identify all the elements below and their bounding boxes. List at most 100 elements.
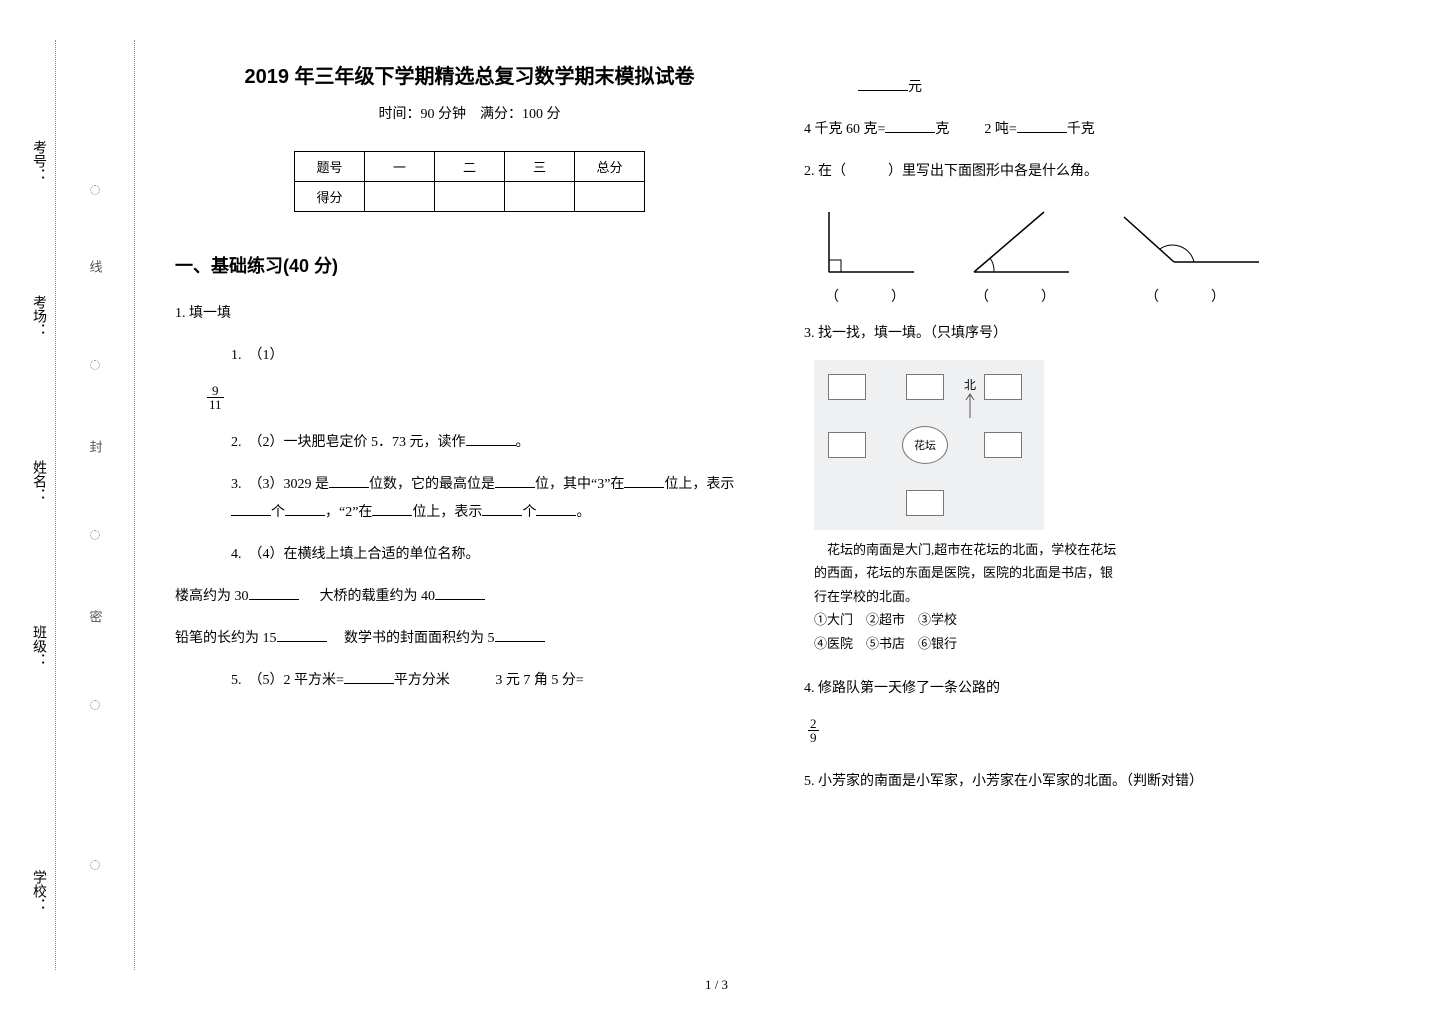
strip-circle [90, 360, 100, 370]
blank [624, 474, 664, 488]
q1-3: 3. （3）3029 是位数，它的最高位是位，其中“3”在位上，表示个，“2”在… [231, 471, 764, 527]
score-head: 一 [365, 152, 435, 182]
text: 铅笔的长约为 15 [175, 631, 277, 646]
q5: 5. 小芳家的南面是小军家，小芳家在小军家的北面。（判断对错） [804, 768, 1393, 796]
right-angle-icon [814, 202, 924, 282]
field-class: 班级： [28, 625, 48, 667]
text: 。 [516, 435, 530, 450]
text: 4 千克 60 克= [804, 122, 885, 137]
blank [885, 119, 935, 133]
text: 位上，表示 [412, 505, 482, 520]
angle-acute: （ ） [954, 202, 1084, 306]
text: 平方分米 [394, 673, 450, 688]
blank [1017, 119, 1067, 133]
map-bldg [828, 432, 866, 458]
right-column: 3 元 7 角 5 分= 元 4 千克 60 克=克 2 吨=千克 2. 在（ … [804, 60, 1393, 971]
q1-4-line2: 铅笔的长约为 15 数学书的封面面积约为 5 [175, 625, 764, 653]
score-head: 三 [505, 152, 575, 182]
q1-2: 2. （2）一块肥皂定价 5．73 元，读作 。 [231, 429, 764, 457]
blank [372, 502, 412, 516]
q4-frac: 2 9 [804, 713, 1393, 748]
text: ①大门 ②超市 ③学校 [814, 612, 957, 627]
q1-5: 5. （5）2 平方米=平方分米 3 元 7 角 5 分= [231, 667, 764, 695]
text: 位上，表示 [664, 477, 734, 492]
blank [435, 586, 485, 600]
paren: （ ） [954, 286, 1084, 306]
frac-num: 9 [207, 384, 224, 398]
field-school: 学校： [28, 870, 48, 912]
frac-den: 9 [808, 731, 819, 744]
strip-label: 封 [86, 440, 105, 453]
binding-strip: 线 封 密 [55, 40, 135, 970]
fullscore-label: 满分：100 分 [480, 107, 561, 122]
q4: 4. 修路队第一天修了一条公路的 [804, 675, 1393, 703]
map-flower: 花坛 [902, 426, 948, 464]
q1-5-cont2: 4 千克 60 克=克 2 吨=千克 [804, 116, 1393, 144]
angle-obtuse: （ ） [1114, 202, 1264, 306]
q1-4: 4. （4）在横线上填上合适的单位名称。 [231, 541, 764, 569]
score-cell [575, 182, 645, 212]
north-arrow-icon [964, 390, 976, 420]
blank [344, 670, 394, 684]
blank [285, 502, 325, 516]
field-exam-room: 考场： [28, 295, 48, 337]
field-name: 姓名： [28, 460, 48, 502]
text: 位，其中“3”在 [535, 477, 624, 492]
map-bldg [828, 374, 866, 400]
section-heading: 一、基础练习(40 分) [175, 252, 764, 278]
text: 3 元 7 角 5 分= [495, 673, 583, 688]
q1-1: 1. （1） [231, 342, 764, 370]
text: 2. （2）一块肥皂定价 5．73 元，读作 [231, 435, 466, 450]
exam-subtitle: 时间：90 分钟 满分：100 分 [175, 103, 764, 123]
score-head: 二 [435, 152, 505, 182]
score-row-label: 得分 [295, 182, 365, 212]
text: 大桥的载重约为 40 [320, 589, 436, 604]
angle-figures: （ ） （ ） （ ） [814, 202, 1393, 306]
text: 3. （3）3029 是 [231, 477, 329, 492]
blank [495, 474, 535, 488]
score-cell [505, 182, 575, 212]
text: ④医院 ⑤书店 ⑥银行 [814, 636, 957, 651]
q1-4-line1: 楼高约为 30 大桥的载重约为 40 [175, 583, 764, 611]
strip-label: 密 [86, 610, 105, 623]
text: 2 吨= [984, 122, 1016, 137]
q1-1-prefix: 1. （1） [231, 348, 284, 363]
strip-label: 线 [86, 260, 105, 273]
page-columns: 2019 年三年级下学期精选总复习数学期末模拟试卷 时间：90 分钟 满分：10… [175, 60, 1393, 971]
blank [482, 502, 522, 516]
text: 元 [908, 80, 922, 95]
text: ，“2”在 [325, 505, 372, 520]
blank [466, 432, 516, 446]
page-number: 1 / 3 [705, 977, 728, 993]
paren: （ ） [1114, 286, 1264, 306]
blank [495, 628, 545, 642]
text: 4. 修路队第一天修了一条公路的 [804, 681, 1000, 696]
text: 个 [522, 505, 536, 520]
text: 克 [935, 122, 949, 137]
frac-den: 11 [207, 398, 224, 411]
text: 。 [576, 505, 590, 520]
blank [231, 502, 271, 516]
score-head: 总分 [575, 152, 645, 182]
text: 花坛的南面是大门,超市在花坛的北面，学校在花坛的西面，花坛的东面是医院，医院的北… [814, 542, 1116, 604]
obtuse-angle-icon [1114, 202, 1264, 282]
map-bldg [906, 490, 944, 516]
paren: （ ） [814, 286, 924, 306]
fraction: 2 9 [808, 717, 819, 744]
score-cell [365, 182, 435, 212]
strip-circle [90, 860, 100, 870]
map-bldg [984, 432, 1022, 458]
text: 个 [271, 505, 285, 520]
exam-title: 2019 年三年级下学期精选总复习数学期末模拟试卷 [175, 60, 764, 89]
map-bldg [906, 374, 944, 400]
fraction: 9 11 [207, 384, 224, 411]
text: 位数，它的最高位是 [369, 477, 495, 492]
left-column: 2019 年三年级下学期精选总复习数学期末模拟试卷 时间：90 分钟 满分：10… [175, 60, 764, 971]
text: 数学书的封面面积约为 5 [344, 631, 495, 646]
angle-right: （ ） [814, 202, 924, 306]
q3-caption: 花坛的南面是大门,超市在花坛的北面，学校在花坛的西面，花坛的东面是医院，医院的北… [814, 538, 1124, 655]
blank [329, 474, 369, 488]
blank [858, 77, 908, 91]
blank [536, 502, 576, 516]
blank [249, 586, 299, 600]
